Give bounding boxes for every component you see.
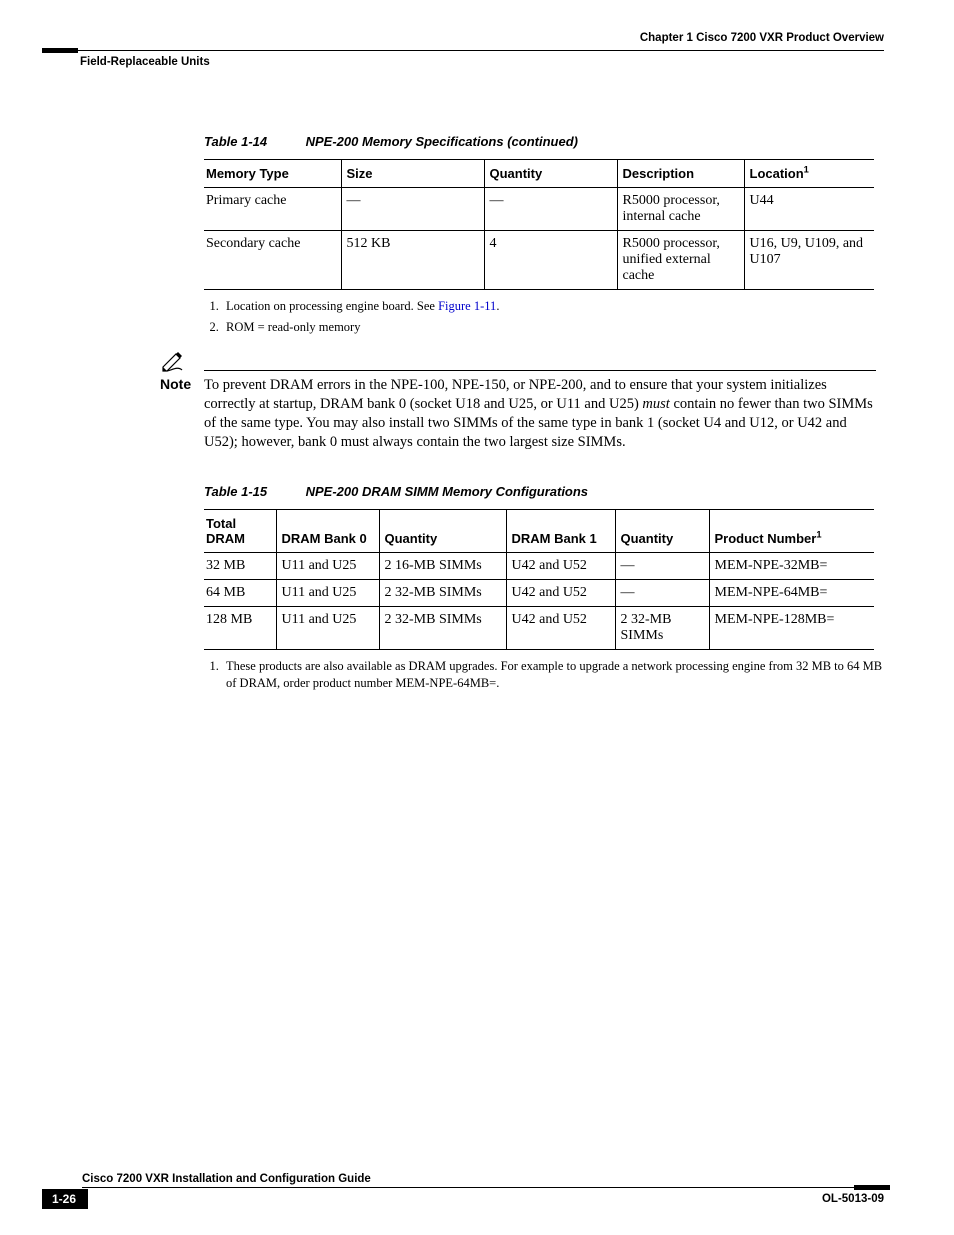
table-14-caption: Table 1-14 NPE-200 Memory Specifications… xyxy=(204,134,884,149)
cell: 4 xyxy=(484,231,617,290)
table-14-caption-label: Table 1-14 xyxy=(204,134,302,149)
th-total-l1: Total xyxy=(206,516,236,531)
header-bar xyxy=(42,48,78,53)
table-row: Primary cache — — R5000 processor, inter… xyxy=(204,188,874,231)
table-15-caption-title: NPE-200 DRAM SIMM Memory Configurations xyxy=(306,484,588,499)
book-title: Cisco 7200 VXR Installation and Configur… xyxy=(82,1173,371,1185)
cell: 2 16-MB SIMMs xyxy=(379,553,506,580)
page-number: 1-26 xyxy=(42,1189,88,1209)
cell: U11 and U25 xyxy=(276,607,379,650)
figure-link[interactable]: Figure 1-11 xyxy=(438,299,496,313)
footer-rule xyxy=(82,1187,884,1188)
th-product-sup: 1 xyxy=(816,530,821,540)
note-text: To prevent DRAM errors in the NPE-100, N… xyxy=(204,366,874,453)
note-block: Note To prevent DRAM errors in the NPE-1… xyxy=(160,366,874,453)
cell: U42 and U52 xyxy=(506,553,615,580)
cell: 2 32-MB SIMMs xyxy=(379,607,506,650)
cell: — xyxy=(341,188,484,231)
th-qty0: Quantity xyxy=(379,510,506,553)
th-bank1: DRAM Bank 1 xyxy=(506,510,615,553)
cell: U11 and U25 xyxy=(276,553,379,580)
spacer xyxy=(204,452,884,484)
th-bank0: DRAM Bank 0 xyxy=(276,510,379,553)
note-label: Note xyxy=(160,376,191,392)
cell: — xyxy=(615,580,709,607)
th-memory-type: Memory Type xyxy=(204,160,341,188)
cell: U42 and U52 xyxy=(506,607,615,650)
running-footer: Cisco 7200 VXR Installation and Configur… xyxy=(42,1177,884,1213)
table-row: 32 MB U11 and U25 2 16-MB SIMMs U42 and … xyxy=(204,553,874,580)
header-rule xyxy=(50,50,884,51)
cell: Primary cache xyxy=(204,188,341,231)
th-product-text: Product Number xyxy=(715,531,817,546)
th-qty1: Quantity xyxy=(615,510,709,553)
cell: Secondary cache xyxy=(204,231,341,290)
table-row: 128 MB U11 and U25 2 32-MB SIMMs U42 and… xyxy=(204,607,874,650)
th-total-l2: DRAM xyxy=(206,531,245,546)
cell: — xyxy=(484,188,617,231)
cell: U44 xyxy=(744,188,874,231)
cell: U42 and U52 xyxy=(506,580,615,607)
footnote-text: Location on processing engine board. See xyxy=(226,299,438,313)
table-row: 64 MB U11 and U25 2 32-MB SIMMs U42 and … xyxy=(204,580,874,607)
table-15-caption: Table 1-15 NPE-200 DRAM SIMM Memory Conf… xyxy=(204,484,884,499)
content-column: Table 1-14 NPE-200 Memory Specifications… xyxy=(204,134,884,692)
th-total-dram: Total DRAM xyxy=(204,510,276,553)
table-row: Memory Type Size Quantity Description Lo… xyxy=(204,160,874,188)
running-header: Chapter 1 Cisco 7200 VXR Product Overvie… xyxy=(48,32,884,74)
th-location-text: Location xyxy=(750,166,804,181)
cell: U16, U9, U109, and U107 xyxy=(744,231,874,290)
table-row: Total DRAM DRAM Bank 0 Quantity DRAM Ban… xyxy=(204,510,874,553)
cell: U11 and U25 xyxy=(276,580,379,607)
cell: 128 MB xyxy=(204,607,276,650)
cell: 64 MB xyxy=(204,580,276,607)
th-product: Product Number1 xyxy=(709,510,874,553)
cell: R5000 processor, internal cache xyxy=(617,188,744,231)
table-14: Memory Type Size Quantity Description Lo… xyxy=(204,159,874,290)
cell: 512 KB xyxy=(341,231,484,290)
cell: 2 32-MB SIMMs xyxy=(379,580,506,607)
footnote: ROM = read-only memory xyxy=(222,319,884,336)
th-location-sup: 1 xyxy=(804,165,809,175)
table-15: Total DRAM DRAM Bank 0 Quantity DRAM Ban… xyxy=(204,509,874,650)
cell: 2 32-MB SIMMs xyxy=(615,607,709,650)
page: Chapter 1 Cisco 7200 VXR Product Overvie… xyxy=(0,0,954,1235)
note-text-em: must xyxy=(642,396,669,412)
th-size: Size xyxy=(341,160,484,188)
th-location: Location1 xyxy=(744,160,874,188)
footnote: Location on processing engine board. See… xyxy=(222,298,884,315)
th-quantity: Quantity xyxy=(484,160,617,188)
table-15-footnotes: These products are also available as DRA… xyxy=(222,658,884,692)
doc-number: OL-5013-09 xyxy=(822,1193,884,1205)
chapter-label: Chapter 1 Cisco 7200 VXR Product Overvie… xyxy=(640,32,884,44)
th-description: Description xyxy=(617,160,744,188)
table-14-caption-title: NPE-200 Memory Specifications (continued… xyxy=(306,134,578,149)
section-label: Field-Replaceable Units xyxy=(80,56,210,68)
footer-bar xyxy=(854,1185,890,1190)
cell: MEM-NPE-64MB= xyxy=(709,580,874,607)
table-row: Secondary cache 512 KB 4 R5000 processor… xyxy=(204,231,874,290)
cell: MEM-NPE-32MB= xyxy=(709,553,874,580)
table-15-caption-label: Table 1-15 xyxy=(204,484,302,499)
cell: 32 MB xyxy=(204,553,276,580)
cell: MEM-NPE-128MB= xyxy=(709,607,874,650)
cell: R5000 processor, unified external cache xyxy=(617,231,744,290)
table-14-footnotes: Location on processing engine board. See… xyxy=(222,298,884,336)
cell: — xyxy=(615,553,709,580)
footnote-text: . xyxy=(496,299,499,313)
pencil-icon xyxy=(160,348,186,374)
footnote: These products are also available as DRA… xyxy=(222,658,884,692)
note-rule xyxy=(204,370,876,371)
